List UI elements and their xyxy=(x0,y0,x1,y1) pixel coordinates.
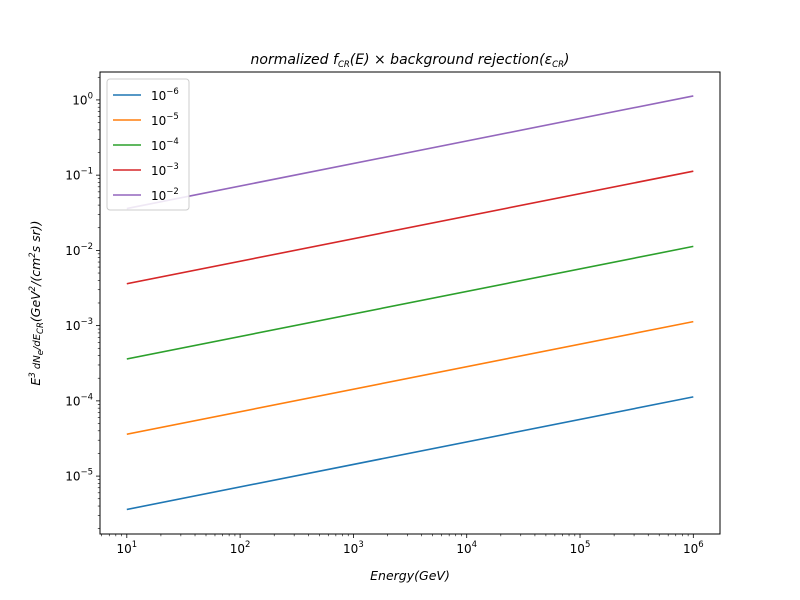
y-tick-label-6: 100 xyxy=(72,91,93,107)
series-layer xyxy=(126,95,694,511)
x-axis-label: Energy(GeV) xyxy=(370,568,450,583)
legend: 10−6 10−5 10−4 10−3 10−2 xyxy=(106,78,190,211)
y-tick-label-5: 10−1 xyxy=(65,167,93,183)
y-tick-label-3: 10−3 xyxy=(65,317,93,333)
series-line-5 xyxy=(126,95,694,210)
x-tick-label-2: 102 xyxy=(230,540,251,556)
series-line-4 xyxy=(126,170,694,285)
x-tick-label-1: 101 xyxy=(116,540,137,556)
y-tick-label-4: 10−2 xyxy=(65,242,93,258)
y-tick-label-1: 10−5 xyxy=(65,468,93,484)
y-tick-label-2: 10−4 xyxy=(65,392,93,408)
x-tick-label-5: 105 xyxy=(570,540,591,556)
x-tick-label-4: 104 xyxy=(456,540,477,556)
x-tick-label-6: 106 xyxy=(683,540,704,556)
legend-label-5: 10−2 xyxy=(151,187,179,203)
chart-title: normalized fCR(E) × background rejection… xyxy=(251,52,570,70)
legend-label-2: 10−5 xyxy=(151,112,179,128)
legend-label-3: 10−4 xyxy=(151,137,179,153)
labels-layer: normalized fCR(E) × background rejection… xyxy=(28,52,569,583)
legend-label-4: 10−3 xyxy=(151,162,179,178)
x-tick-label-3: 103 xyxy=(343,540,364,556)
y-axis-label: E3 dNe/dECR(GeV2/(cm2s sr)) xyxy=(28,220,46,385)
ticks-layer: 101 102 103 104 105 106 10−5 10−4 10−3 10−2 10−1 10… xyxy=(65,76,704,556)
legend-frame xyxy=(106,78,190,211)
series-line-3 xyxy=(126,245,694,360)
series-line-2 xyxy=(126,320,694,436)
legend-label-1: 10−6 xyxy=(151,87,179,103)
series-line-1 xyxy=(126,396,694,511)
